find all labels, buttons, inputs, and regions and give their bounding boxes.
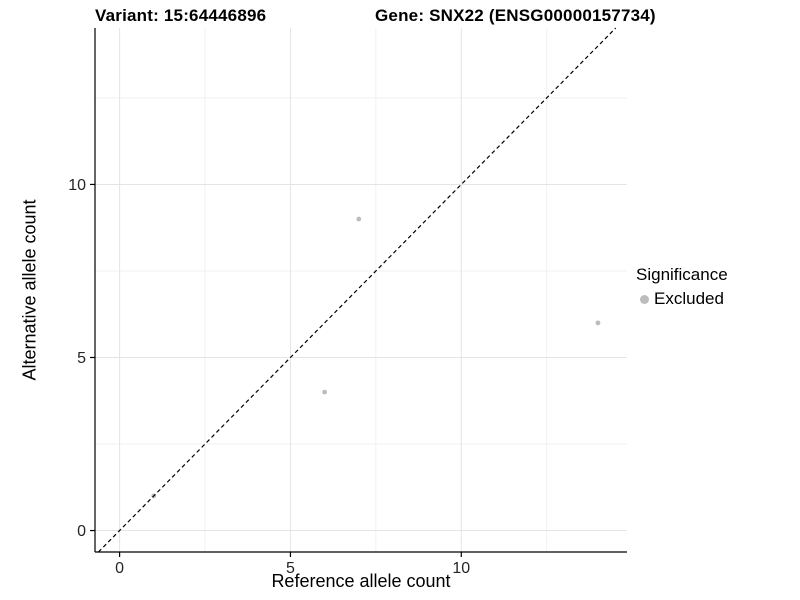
- plot-title-gene: Gene: SNX22 (ENSG00000157734): [375, 6, 656, 25]
- legend-entry-label: Excluded: [654, 289, 724, 308]
- legend-title: Significance: [636, 265, 728, 284]
- x-tick-label: 10: [452, 560, 470, 577]
- data-point: [595, 320, 601, 326]
- y-tick-label: 0: [77, 523, 86, 540]
- y-tick-label: 5: [77, 350, 86, 367]
- x-axis-title: Reference allele count: [271, 571, 451, 591]
- identity-line: [97, 27, 617, 553]
- legend: Significance Excluded: [636, 264, 728, 309]
- plot-title-variant: Variant: 15:64446896: [95, 6, 267, 25]
- data-point: [356, 216, 362, 222]
- y-tick-label: 10: [68, 177, 86, 194]
- legend-point-icon: [640, 294, 649, 304]
- legend-entry: Excluded: [636, 289, 728, 309]
- data-point: [322, 389, 328, 395]
- x-tick-label: 5: [286, 560, 295, 577]
- y-axis-title: Alternative allele count: [19, 199, 40, 381]
- x-tick-label: 0: [115, 560, 124, 577]
